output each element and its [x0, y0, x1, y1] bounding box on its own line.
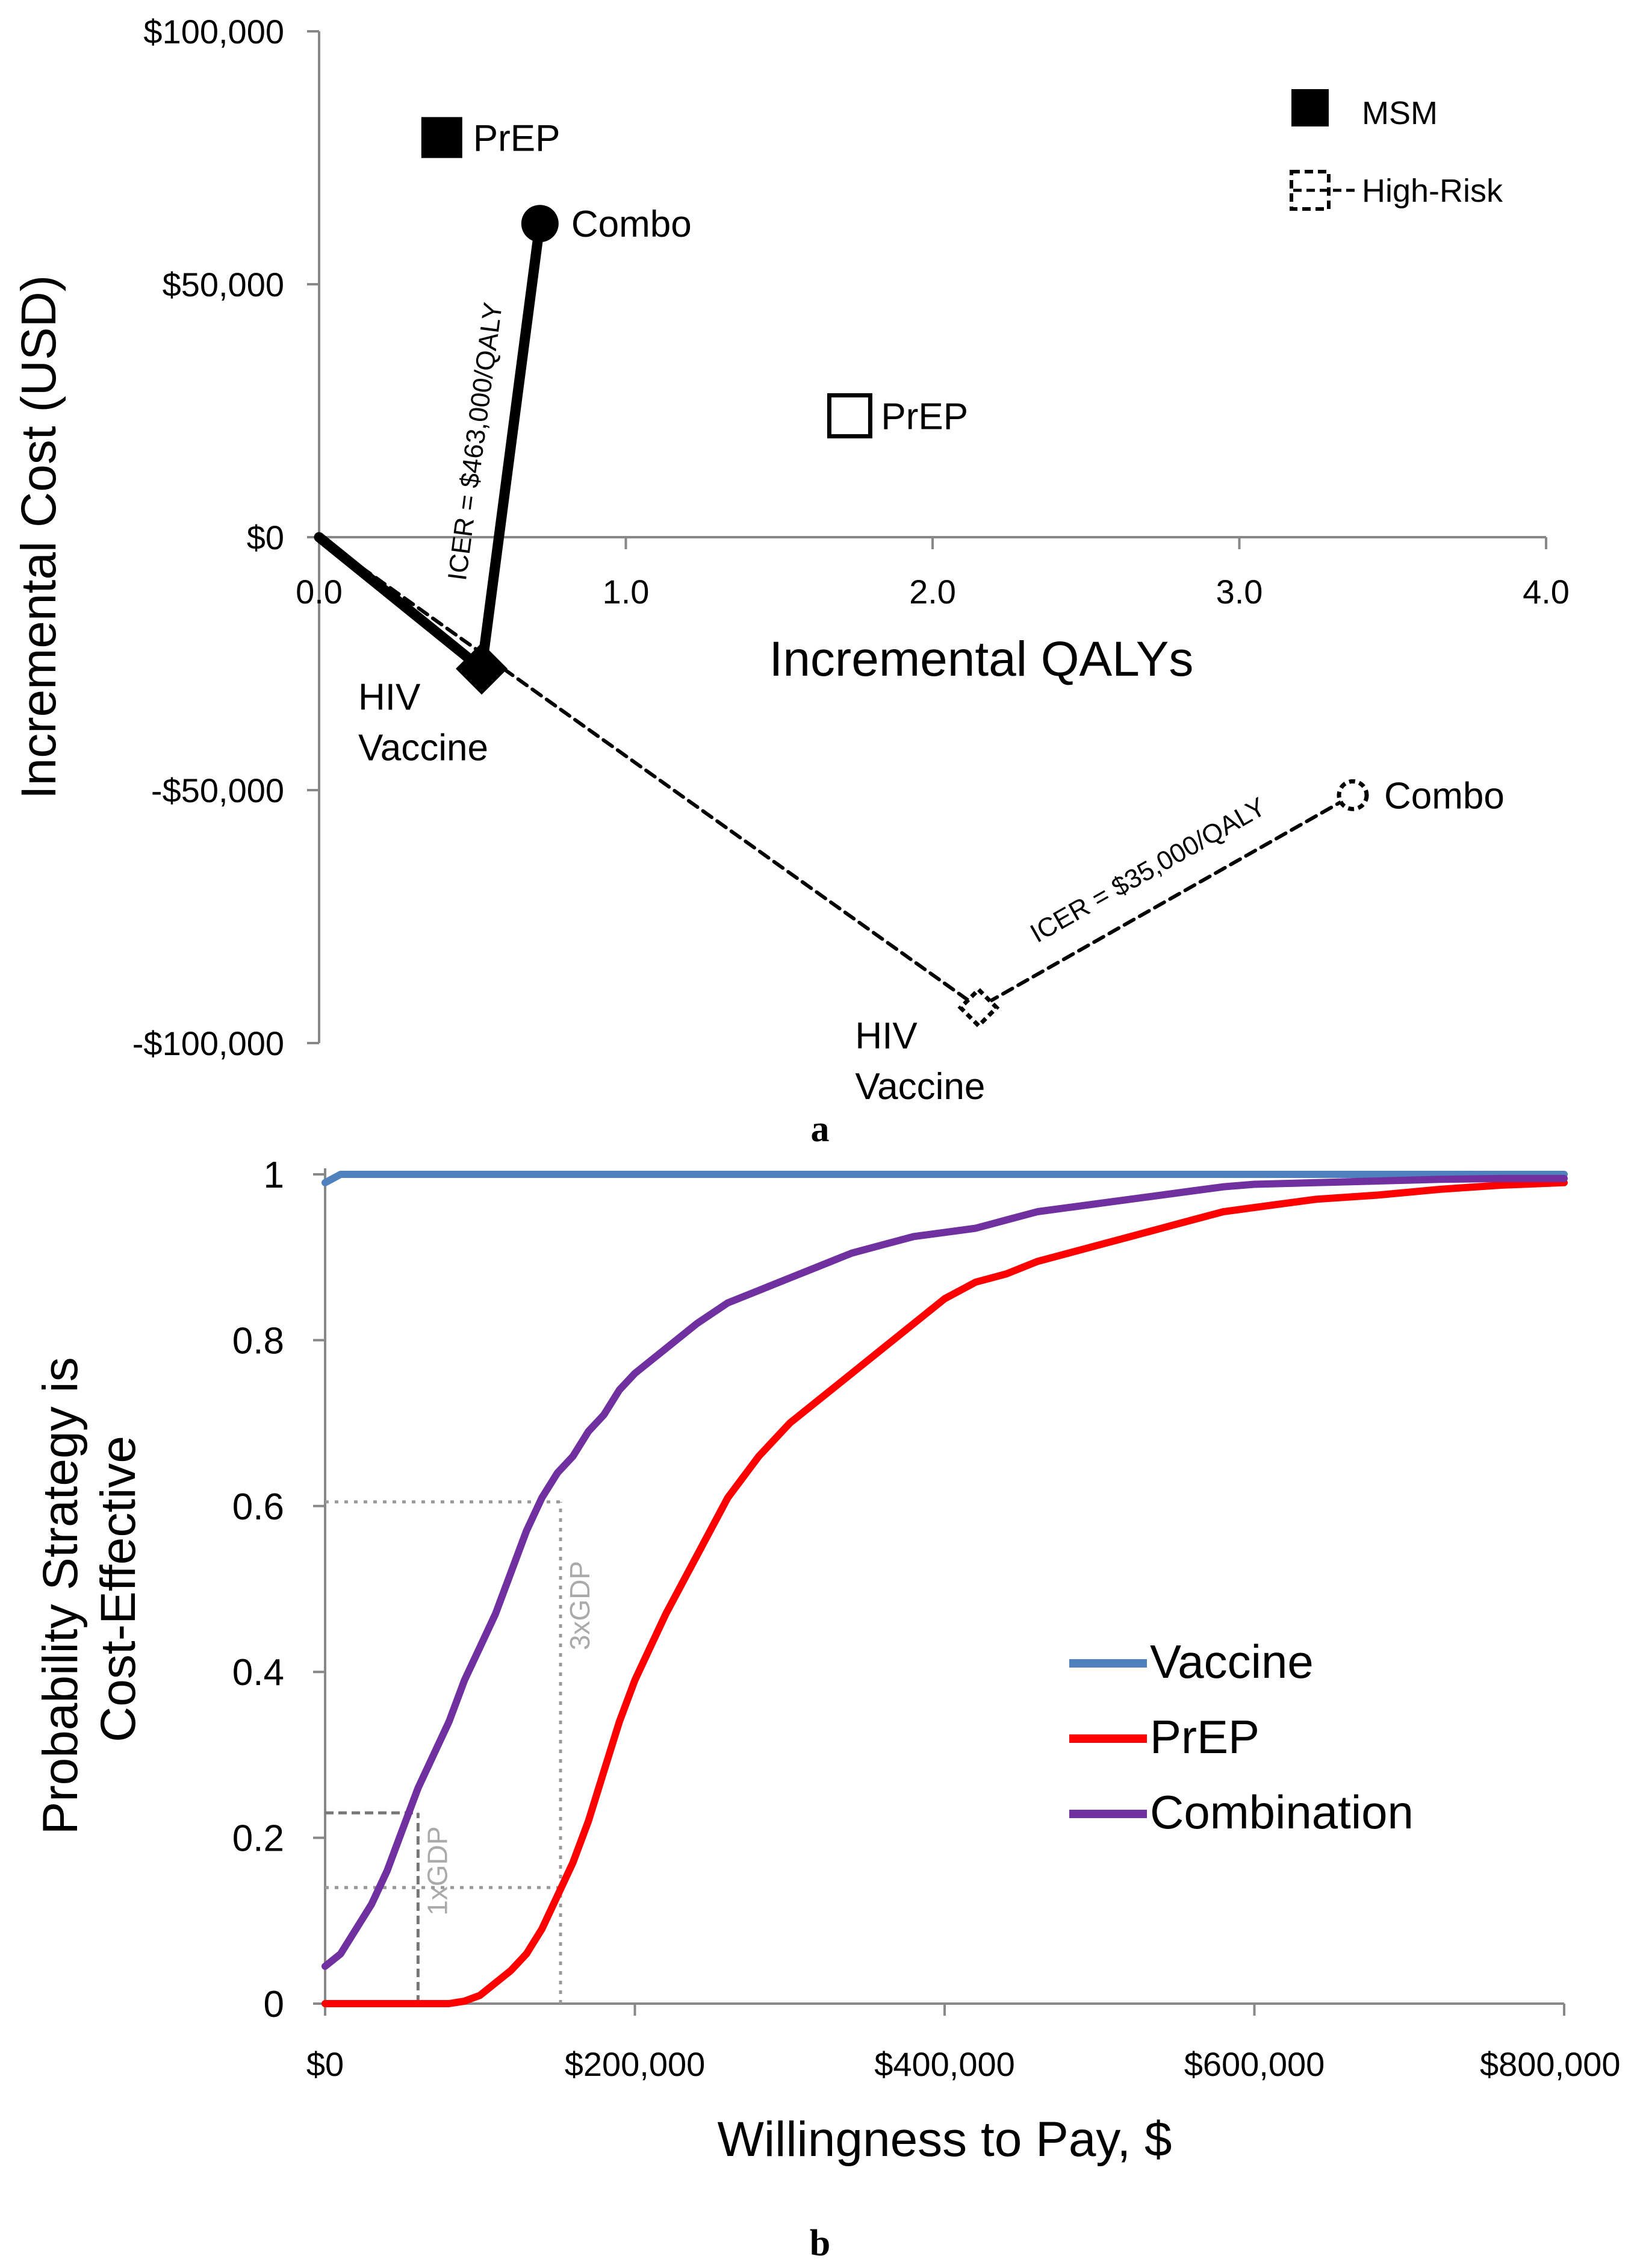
panel-b-y-ticks: 0 0.2 0.4 0.6 0.8 1 [232, 1154, 325, 2025]
y-tick-label: 0.6 [232, 1486, 284, 1528]
msm-hiv-vaccine-marker [456, 643, 508, 695]
panel-a-point-labels: PrEP HIV Vaccine Combo PrEP HIV Vaccine Combo [358, 117, 1505, 1108]
legend-label-vaccine: Vaccine [1150, 1635, 1314, 1688]
panel-a-legend: MSM High-Risk [1290, 89, 1503, 211]
msm-combo-marker [521, 205, 559, 243]
msm-combo-label: Combo [571, 204, 692, 245]
x-tick-label: 0.0 [296, 573, 343, 611]
panel-a-x-ticks: 0.0 1.0 2.0 3.0 4.0 [296, 537, 1570, 611]
legend-high-risk-label: High-Risk [1362, 173, 1503, 209]
panel-b-series [321, 1171, 1568, 2007]
panel-b-x-axis-label: Willingness to Pay, $ [717, 2112, 1172, 2167]
high-risk-hiv-vaccine-label: HIV Vaccine [855, 1015, 985, 1108]
msm-prep-label: PrEP [473, 117, 561, 159]
y-tick-label: -$50,000 [151, 771, 284, 809]
x-tick-label: 1.0 [603, 573, 650, 611]
y-tick-label: $100,000 [143, 13, 284, 51]
y-tick-label: -$100,000 [132, 1024, 284, 1062]
high-risk-prep-label: PrEP [881, 396, 968, 437]
high-risk-hiv-vaccine-marker [957, 986, 1000, 1029]
y-tick-label: 0.4 [232, 1652, 284, 1693]
high-risk-combo-marker [1337, 779, 1369, 811]
legend-label-prep: PrEP [1150, 1710, 1260, 1763]
panel-b-y-axis-label: Probability Strategy is Cost-Effective [33, 1344, 146, 1835]
panel-b-x-ticks: $0 $200,000 $400,000 $600,000 $800,000 [306, 2004, 1621, 2083]
x-tick-label: $800,000 [1480, 2045, 1621, 2083]
x-tick-label: $0 [306, 2045, 344, 2083]
legend-msm-swatch [1291, 89, 1329, 126]
gdp-label-3xgdp: 3xGDP [564, 1561, 595, 1650]
x-tick-label: 2.0 [909, 573, 956, 611]
panel-b-gdp-reference-lines: 1xGDP 3xGDP [325, 1500, 595, 2004]
frontier-line-msm [314, 218, 545, 674]
series-line-combination [321, 1174, 1568, 1970]
series-line-prep [321, 1179, 1568, 2007]
y-tick-label: 0.8 [232, 1320, 284, 1362]
panel-a-y-ticks: $100,000 $50,000 $0 -$50,000 -$100,000 [132, 13, 319, 1062]
panel-a-scatter: $100,000 $50,000 $0 -$50,000 -$100,000 0.0 1.… [11, 13, 1570, 1150]
y-tick-label: $0 [247, 519, 284, 556]
high-risk-prep-marker [827, 393, 872, 438]
panel-b-line-chart: 0 0.2 0.4 0.6 0.8 1 $0 $200,000 $400,000 $600,00… [33, 1154, 1621, 2264]
panel-a-markers [421, 117, 1369, 1029]
icer-annotation-high-risk: ICER = $35,000/QALY [1025, 792, 1270, 949]
frontier-line-high-risk [317, 535, 1355, 1010]
panel-a-caption: a [811, 1109, 830, 1150]
panel-b-y-axis-label-line-2: Cost-Effective [91, 1436, 146, 1742]
msm-hiv-vaccine-label: HIV Vaccine [358, 676, 488, 768]
y-tick-label: $50,000 [163, 266, 284, 304]
x-tick-label: 4.0 [1523, 573, 1570, 611]
legend-msm-label: MSM [1362, 95, 1438, 131]
panel-a-y-axis-label: Incremental Cost (USD) [11, 275, 66, 799]
x-tick-label: $600,000 [1184, 2045, 1325, 2083]
panel-b-caption: b [810, 2223, 830, 2264]
x-tick-label: $200,000 [565, 2045, 706, 2083]
panel-b-legend: Vaccine PrEP Combination [1069, 1635, 1414, 1839]
msm-prep-marker [421, 117, 462, 158]
y-tick-label: 0 [264, 1984, 284, 2025]
panel-b-y-axis-label-line-1: Probability Strategy is [33, 1357, 88, 1834]
panel-a-x-axis-label: Incremental QALYs [769, 632, 1194, 687]
high-risk-combo-label: Combo [1384, 775, 1505, 817]
gdp-label-1xgdp: 1xGDP [421, 1827, 453, 1916]
y-tick-label: 0.2 [232, 1818, 284, 1860]
y-tick-label: 1 [264, 1154, 284, 1196]
legend-label-combination: Combination [1150, 1786, 1414, 1839]
x-tick-label: $400,000 [874, 2045, 1015, 2083]
x-tick-label: 3.0 [1216, 573, 1263, 611]
series-line-vaccine [321, 1171, 1568, 1186]
